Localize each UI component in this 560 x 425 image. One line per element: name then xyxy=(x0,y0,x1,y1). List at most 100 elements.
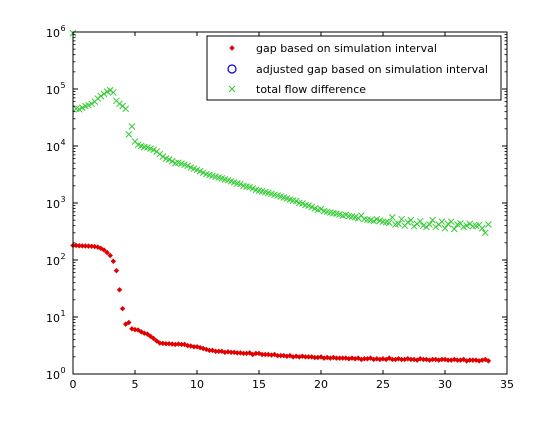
x-tick-label: 20 xyxy=(314,378,328,391)
legend-label: total flow difference xyxy=(256,83,366,96)
x-tick-label: 30 xyxy=(438,378,452,391)
y-tick-exponent: 1 xyxy=(61,309,66,318)
data-point xyxy=(429,216,436,224)
y-tick-label: 10 xyxy=(46,255,60,268)
x-tick-label: 10 xyxy=(190,378,204,391)
x-tick-label: 35 xyxy=(500,378,514,391)
data-point xyxy=(438,218,446,226)
data-point xyxy=(128,123,136,130)
data-point xyxy=(116,100,123,108)
data-point xyxy=(107,252,113,259)
data-point xyxy=(287,352,293,359)
data-point xyxy=(395,220,402,228)
data-point xyxy=(478,224,486,232)
y-tick-label: 10 xyxy=(46,198,60,211)
legend-marker xyxy=(229,45,235,51)
data-point xyxy=(100,90,108,98)
y-tick-exponent: 5 xyxy=(61,81,66,90)
data-point xyxy=(426,221,433,228)
data-point xyxy=(463,222,471,230)
data-point xyxy=(231,349,237,356)
data-point xyxy=(407,216,415,224)
data-point xyxy=(225,349,231,355)
data-point xyxy=(481,229,489,237)
data-point xyxy=(144,331,151,337)
data-point xyxy=(398,215,405,223)
data-point xyxy=(385,219,393,227)
data-point xyxy=(209,347,216,354)
data-point xyxy=(181,341,188,348)
y-tick-exponent: 3 xyxy=(61,195,66,204)
data-point xyxy=(281,352,287,359)
data-point xyxy=(416,217,424,225)
series-x xyxy=(69,29,492,237)
data-point xyxy=(450,225,458,233)
data-point xyxy=(141,330,148,336)
data-point xyxy=(265,351,272,358)
y-tick-label: 10 xyxy=(46,141,60,154)
legend: gap based on simulation interval adjusted… xyxy=(206,35,502,101)
legend-label: adjusted gap based on simulation interva… xyxy=(256,63,488,76)
data-point xyxy=(184,162,192,170)
legend-label: gap based on simulation interval xyxy=(256,42,437,55)
data-point xyxy=(88,100,95,108)
data-point xyxy=(75,105,83,113)
x-tick-label: 5 xyxy=(132,378,139,391)
data-point xyxy=(441,224,449,232)
y-tick-exponent: 4 xyxy=(61,138,66,147)
data-point xyxy=(129,326,135,332)
x-tick-label: 25 xyxy=(376,378,390,391)
data-point xyxy=(473,357,479,363)
data-point xyxy=(147,333,154,339)
data-point xyxy=(126,319,132,326)
data-point xyxy=(150,146,157,154)
data-point xyxy=(165,156,173,163)
legend-entry: gap based on simulation interval xyxy=(229,42,437,55)
legend-marker xyxy=(228,85,236,93)
y-tick-exponent: 6 xyxy=(61,24,66,33)
series-layer xyxy=(69,29,492,364)
data-point xyxy=(97,92,105,100)
data-point xyxy=(91,243,98,250)
x-tick-label: 0 xyxy=(70,378,77,391)
data-point xyxy=(388,213,396,221)
data-point xyxy=(444,220,452,228)
x-axis: 0 5 10 15 20 25 30 35 xyxy=(70,32,514,391)
y-tick-exponent: 0 xyxy=(61,366,66,375)
data-point xyxy=(237,180,244,188)
data-point xyxy=(256,350,262,357)
data-point xyxy=(485,358,492,364)
data-point xyxy=(404,218,412,226)
data-point xyxy=(150,335,157,342)
y-tick-exponent: 2 xyxy=(61,252,66,261)
data-point xyxy=(104,249,110,256)
data-point xyxy=(109,89,117,96)
data-point xyxy=(447,218,455,226)
y-tick-label: 10 xyxy=(46,27,60,40)
series-diamond xyxy=(70,242,492,364)
data-point xyxy=(122,105,130,113)
data-point xyxy=(101,247,107,253)
data-point xyxy=(113,267,120,274)
data-point xyxy=(485,221,492,228)
data-point xyxy=(116,287,123,293)
y-tick-label: 10 xyxy=(46,369,60,382)
data-point xyxy=(317,205,325,213)
data-point xyxy=(110,258,117,264)
data-point xyxy=(271,351,278,358)
data-point xyxy=(168,157,176,165)
data-point xyxy=(125,131,133,138)
y-tick-label: 10 xyxy=(46,84,60,97)
legend-entry: adjusted gap based on simulation interva… xyxy=(227,63,488,76)
data-point xyxy=(200,345,206,352)
data-point xyxy=(159,153,167,161)
legend-box xyxy=(206,35,502,101)
legend-marker xyxy=(227,64,237,74)
data-point xyxy=(292,197,300,205)
data-point xyxy=(106,86,114,94)
data-point xyxy=(153,338,160,344)
y-tick-label: 10 xyxy=(46,312,60,325)
